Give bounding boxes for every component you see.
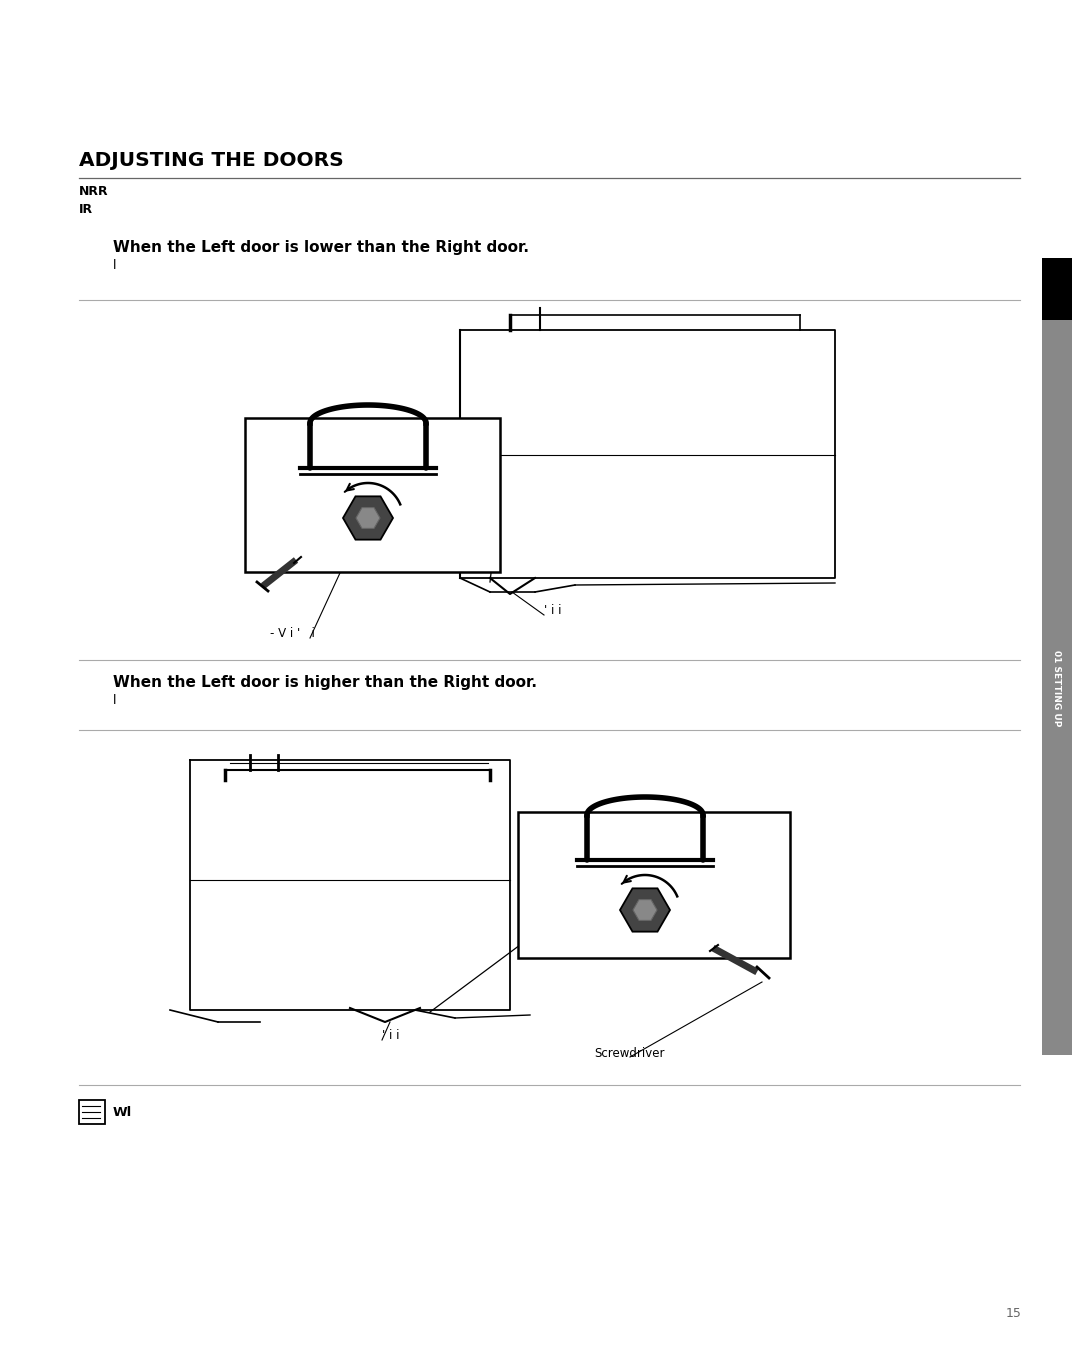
Text: 15: 15 [1007, 1307, 1022, 1320]
Bar [518, 812, 789, 958]
Bar [1042, 318, 1072, 1055]
Text: Wl: Wl [113, 1106, 132, 1118]
Text: l: l [113, 259, 117, 272]
Polygon shape [356, 508, 380, 528]
Bar [1042, 259, 1072, 321]
Text: - V i '   i: - V i ' i [270, 626, 315, 640]
Bar [245, 418, 500, 572]
Text: ' i i: ' i i [382, 1029, 400, 1043]
Text: 01 SETTING UP: 01 SETTING UP [1053, 649, 1062, 726]
Polygon shape [343, 496, 393, 540]
Text: ADJUSTING THE DOORS: ADJUSTING THE DOORS [79, 151, 343, 170]
Text: NRR: NRR [79, 185, 109, 198]
Text: IR: IR [79, 203, 93, 216]
Text: Screwdriver: Screwdriver [594, 1047, 664, 1060]
Text: When the Left door is lower than the Right door.: When the Left door is lower than the Rig… [113, 240, 529, 255]
Text: ' i i: ' i i [544, 603, 562, 617]
Polygon shape [633, 900, 657, 920]
Polygon shape [620, 889, 670, 932]
Text: l: l [113, 694, 117, 707]
Text: When the Left door is higher than the Right door.: When the Left door is higher than the Ri… [113, 675, 537, 690]
Bar [79, 1100, 105, 1123]
